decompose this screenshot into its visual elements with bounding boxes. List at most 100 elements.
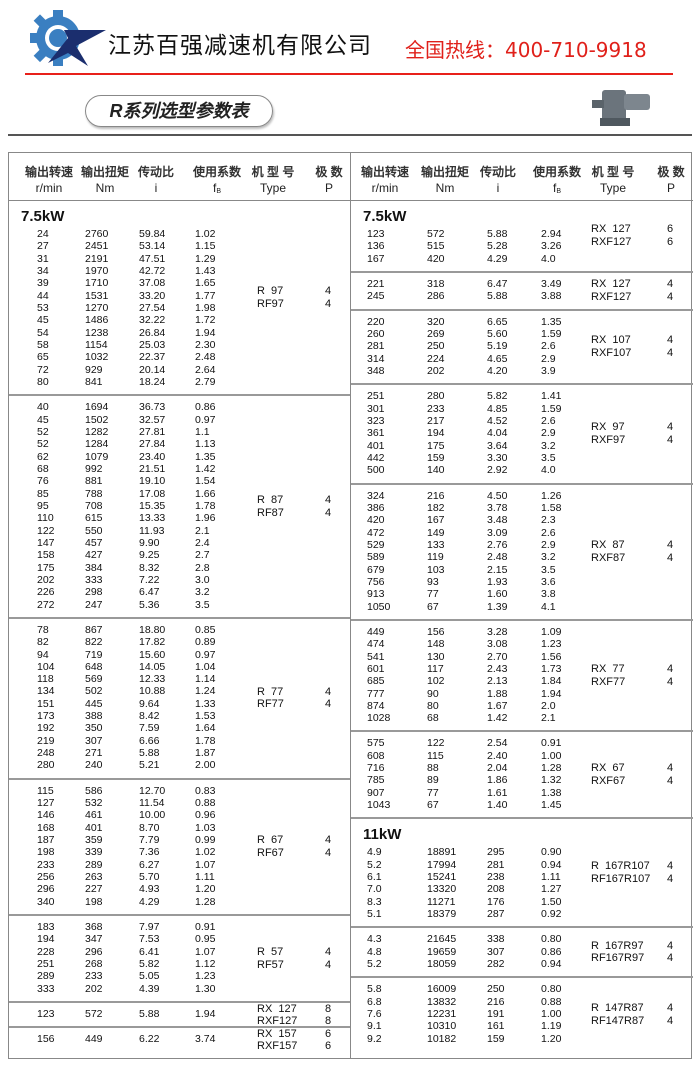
pole-count: 4 (325, 506, 332, 519)
table-cell: 5.60 (487, 327, 508, 340)
model-type: R 67 (257, 834, 284, 847)
table-row: 6.1 15241 238 1.11 (351, 871, 693, 883)
table-cell: 3.6 (541, 575, 556, 588)
table-cell: 281 (487, 858, 505, 871)
table-cell: 5.88 (487, 290, 508, 303)
pole-count: 4 (325, 285, 332, 298)
unit-text: i (496, 181, 500, 195)
pole-count: 4 (325, 297, 332, 310)
table-row: 228 296 6.41 1.07 (9, 946, 350, 958)
model-type-cell: R 97 4 RF97 4 (9, 201, 350, 394)
power-heading: 7.5kW (21, 208, 65, 225)
table-cell: 3.5 (541, 563, 556, 576)
table-row: 127 532 11.54 0.88 (9, 797, 350, 809)
table-cell: 5.36 (139, 598, 160, 611)
pole-count: 4 (667, 762, 674, 775)
table-row: 589 119 2.48 3.2 (351, 551, 693, 563)
table-row: 716 88 2.04 1.28 (351, 762, 693, 774)
table-cell: 286 (427, 290, 445, 303)
table-row: 187 359 7.79 0.99 (9, 834, 350, 846)
table-cell: 368 (85, 921, 103, 934)
model-type-line: RX 127 6 (351, 223, 693, 236)
table-cell: 0.80 (541, 983, 562, 996)
table-cell: 685 (367, 675, 385, 688)
table-cell: 45 (37, 314, 49, 327)
table-cell: 4.0 (541, 252, 556, 265)
table-cell: 9.1 (367, 1020, 382, 1033)
table-row: 324 216 4.50 1.26 (351, 490, 693, 502)
table-cell: 2.30 (195, 338, 216, 351)
pole-count: 4 (667, 290, 674, 303)
table-cell: 1.64 (195, 722, 216, 735)
table-row: 202 333 7.22 3.0 (9, 574, 350, 586)
table-cell: 1.09 (541, 625, 562, 638)
table-cell: 1.24 (195, 685, 216, 698)
table-cell: 247 (85, 598, 103, 611)
table-cell: 340 (37, 895, 55, 908)
table-cell: 457 (85, 536, 103, 549)
pole-count: 4 (667, 278, 674, 291)
table-row: 7.0 13320 208 1.27 (351, 883, 693, 895)
table-cell: 103 (427, 563, 445, 576)
table-cell: 159 (427, 451, 445, 464)
table-cell: 159 (487, 1032, 505, 1045)
table-cell: 134 (37, 685, 55, 698)
model-type: RF67 (257, 846, 284, 859)
table-cell: 238 (487, 871, 505, 884)
table-row: 907 77 1.61 1.38 (351, 787, 693, 799)
table-cell: 4.52 (487, 414, 508, 427)
table-row: 27 2451 53.14 1.15 (9, 240, 350, 252)
table-cell: 82 (37, 636, 49, 649)
table-cell: 0.88 (195, 797, 216, 810)
table-cell: 191 (487, 1008, 505, 1021)
table-cell: 992 (85, 462, 103, 475)
model-type: RXF127 (257, 1014, 298, 1027)
table-row: 192 350 7.59 1.64 (9, 722, 350, 734)
table-cell: 0.97 (195, 413, 216, 426)
table-cell: 401 (85, 821, 103, 834)
table-cell: 1.29 (195, 252, 216, 265)
table-cell: 1.87 (195, 747, 216, 760)
table-cell: 5.70 (139, 871, 160, 884)
column-header-label: 机 型 号 (251, 165, 295, 179)
table-cell: 5.82 (487, 390, 508, 403)
unit-text: Type (259, 181, 286, 195)
table-cell: 2760 (85, 228, 109, 240)
table-cell: 10310 (427, 1020, 457, 1033)
table-cell: 2.94 (541, 228, 562, 240)
table-cell: 1.98 (195, 301, 216, 314)
pole-count: 4 (325, 946, 332, 959)
model-type: RF57 (257, 958, 284, 971)
table-row: 601 117 2.43 1.73 (351, 663, 693, 675)
table-cell: 1694 (85, 401, 109, 414)
table-cell: 301 (367, 402, 385, 415)
table-cell: 110 (37, 512, 54, 525)
table-row: 314 224 4.65 2.9 (351, 353, 693, 365)
table-row: 95 708 15.35 1.78 (9, 500, 350, 512)
table-cell: 474 (367, 638, 385, 651)
table-cell: 2.48 (195, 351, 216, 364)
model-type: RF167R97 (591, 952, 645, 965)
table-row: 194 347 7.53 0.95 (9, 933, 350, 945)
table-cell: 39 (37, 277, 49, 290)
table-cell: 198 (85, 895, 103, 908)
pole-count: 4 (667, 1002, 674, 1015)
table-cell: 2.9 (541, 427, 556, 440)
table-cell: 68 (427, 712, 439, 725)
table-row: 34 1970 42.72 1.43 (9, 265, 350, 277)
model-type-line: RXF127 6 (351, 236, 693, 249)
table-row: 167 420 4.29 4.0 (351, 253, 693, 265)
table-cell: 47.51 (139, 252, 166, 265)
table-cell: 271 (85, 747, 103, 760)
table-row: 136 515 5.28 3.26 (351, 240, 693, 252)
table-cell: 716 (367, 762, 385, 775)
model-type-line: RX 127 4 (351, 278, 693, 291)
table-cell: 18891 (427, 846, 457, 859)
table-cell: 6.22 (139, 1033, 160, 1046)
table-row: 40 1694 36.73 0.86 (9, 401, 350, 413)
table-cell: 27 (37, 240, 49, 253)
table-cell: 4.3 (367, 933, 382, 946)
model-type-line: R 167R97 4 (351, 940, 693, 953)
column-header-unit: Type (243, 181, 303, 195)
pole-count: 4 (325, 958, 332, 971)
